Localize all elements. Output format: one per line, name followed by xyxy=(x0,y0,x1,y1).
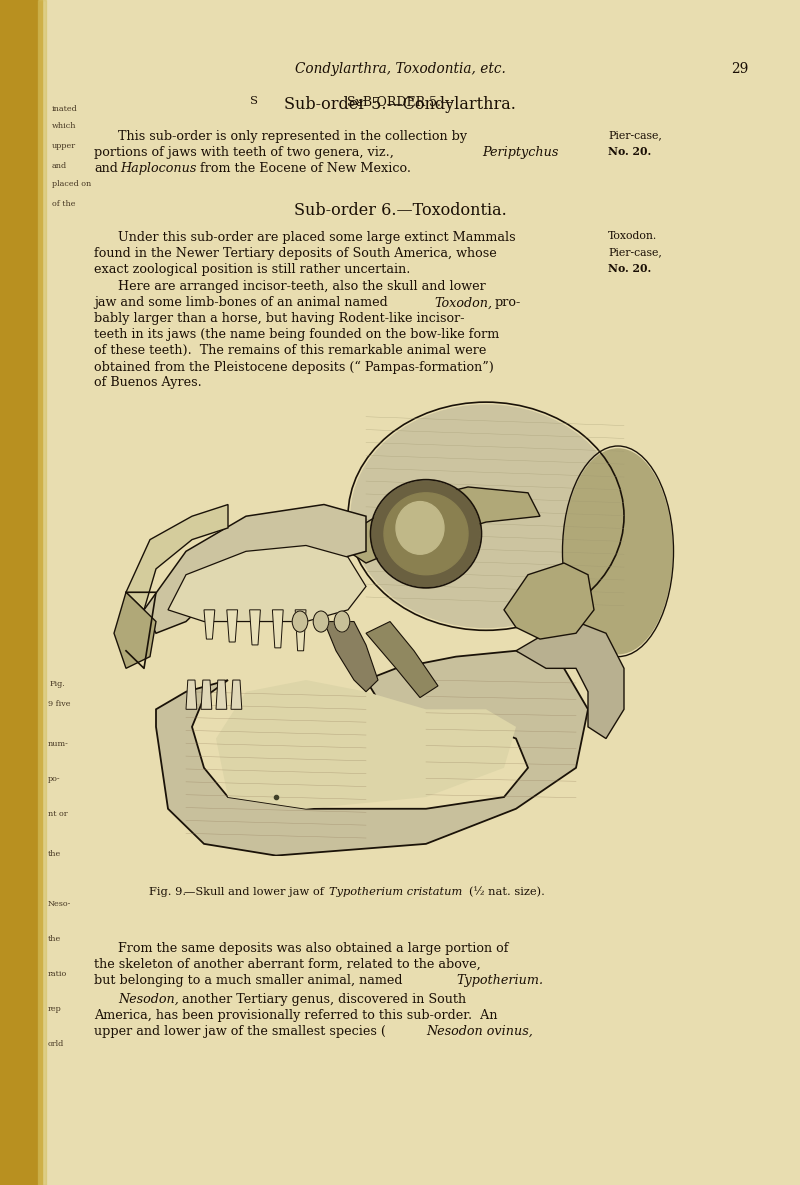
Text: inated: inated xyxy=(52,105,78,113)
Text: Condylarthra, Toxodontia, etc.: Condylarthra, Toxodontia, etc. xyxy=(294,62,506,76)
Text: Toxodon,: Toxodon, xyxy=(434,296,492,309)
Bar xyxy=(38,0,46,1185)
Text: bably larger than a horse, but having Rodent-like incisor-: bably larger than a horse, but having Ro… xyxy=(94,313,465,326)
Text: upper and lower jaw of the smallest species (: upper and lower jaw of the smallest spec… xyxy=(94,1025,386,1038)
Text: No. 20.: No. 20. xyxy=(608,146,651,156)
Polygon shape xyxy=(144,505,366,633)
Text: of the: of the xyxy=(52,200,75,209)
Text: America, has been provisionally referred to this sub-order.  An: America, has been provisionally referred… xyxy=(94,1010,498,1023)
Text: of these teeth).  The remains of this remarkable animal were: of these teeth). The remains of this rem… xyxy=(94,345,486,358)
Text: Fig. 9.: Fig. 9. xyxy=(150,888,186,897)
Text: Haploconus: Haploconus xyxy=(120,162,197,175)
Polygon shape xyxy=(324,621,378,692)
Polygon shape xyxy=(126,505,228,610)
Text: upper: upper xyxy=(52,142,76,150)
Ellipse shape xyxy=(334,611,350,632)
Text: Periptychus: Periptychus xyxy=(482,146,558,159)
Polygon shape xyxy=(186,680,197,710)
Polygon shape xyxy=(216,680,227,710)
Ellipse shape xyxy=(314,611,329,632)
Ellipse shape xyxy=(351,405,621,627)
Polygon shape xyxy=(156,651,588,856)
Text: Sub-order 6.—Toxodontia.: Sub-order 6.—Toxodontia. xyxy=(294,201,506,219)
Text: —Skull and lower jaw of: —Skull and lower jaw of xyxy=(184,888,325,897)
Ellipse shape xyxy=(384,493,468,575)
Polygon shape xyxy=(295,610,306,651)
Bar xyxy=(0,0,38,1185)
Text: the: the xyxy=(48,935,62,943)
Text: the: the xyxy=(48,850,62,858)
Polygon shape xyxy=(272,610,283,648)
Text: Nesodon,: Nesodon, xyxy=(118,993,179,1006)
Text: orld: orld xyxy=(48,1040,64,1048)
Polygon shape xyxy=(504,563,594,639)
Polygon shape xyxy=(201,680,212,710)
Text: po-: po- xyxy=(48,775,61,783)
Text: Here are arranged incisor-teeth, also the skull and lower: Here are arranged incisor-teeth, also th… xyxy=(118,281,486,294)
Polygon shape xyxy=(366,621,438,698)
Text: Pier-case,: Pier-case, xyxy=(608,246,662,257)
Text: exact zoological position is still rather uncertain.: exact zoological position is still rathe… xyxy=(94,263,410,276)
Text: nt or: nt or xyxy=(48,811,68,818)
Text: Typotherium cristatum: Typotherium cristatum xyxy=(330,888,462,897)
Text: placed on: placed on xyxy=(52,180,91,188)
Ellipse shape xyxy=(372,481,480,587)
Text: rep: rep xyxy=(48,1005,62,1013)
Text: This sub-order is only represented in the collection by: This sub-order is only represented in th… xyxy=(118,130,467,143)
Text: jaw and some limb-bones of an animal named: jaw and some limb-bones of an animal nam… xyxy=(94,296,388,309)
Ellipse shape xyxy=(293,611,307,632)
Text: Pier-case,: Pier-case, xyxy=(608,130,662,140)
Polygon shape xyxy=(348,487,540,563)
Polygon shape xyxy=(227,610,238,642)
Ellipse shape xyxy=(396,501,444,555)
Text: SᴚB-ORDER 5.—: SᴚB-ORDER 5.— xyxy=(347,96,453,109)
Text: 9 five: 9 five xyxy=(48,700,70,707)
Text: but belonging to a much smaller animal, named: but belonging to a much smaller animal, … xyxy=(94,974,403,987)
Text: (½ nat. size).: (½ nat. size). xyxy=(470,888,546,897)
Text: S: S xyxy=(250,96,258,105)
Text: obtained from the Pleistocene deposits (“ Pampas-formation”): obtained from the Pleistocene deposits (… xyxy=(94,360,494,373)
Text: portions of jaws with teeth of two genera, viz.,: portions of jaws with teeth of two gener… xyxy=(94,146,394,159)
Text: Sub-order 5.—Condylarthra.: Sub-order 5.—Condylarthra. xyxy=(284,96,516,113)
Ellipse shape xyxy=(564,449,672,654)
Text: Neso-: Neso- xyxy=(48,899,71,908)
Text: No. 20.: No. 20. xyxy=(608,263,651,274)
Text: and: and xyxy=(94,162,118,175)
Text: found in the Newer Tertiary deposits of South America, whose: found in the Newer Tertiary deposits of … xyxy=(94,246,497,260)
Text: and: and xyxy=(52,162,67,169)
Text: another Tertiary genus, discovered in South: another Tertiary genus, discovered in So… xyxy=(182,993,466,1006)
Text: Under this sub-order are placed some large extinct Mammals: Under this sub-order are placed some lar… xyxy=(118,231,516,244)
Polygon shape xyxy=(516,621,624,738)
Text: Fig.: Fig. xyxy=(50,680,66,688)
Polygon shape xyxy=(168,545,366,621)
Polygon shape xyxy=(231,680,242,710)
Text: the skeleton of another aberrant form, related to the above,: the skeleton of another aberrant form, r… xyxy=(94,957,481,971)
Text: of Buenos Ayres.: of Buenos Ayres. xyxy=(94,377,202,390)
Bar xyxy=(0,0,42,1185)
Text: Toxodon.: Toxodon. xyxy=(608,231,658,241)
Polygon shape xyxy=(204,610,214,639)
Text: pro-: pro- xyxy=(494,296,521,309)
Text: Nesodon ovinus,: Nesodon ovinus, xyxy=(426,1025,533,1038)
Text: num-: num- xyxy=(48,739,69,748)
Text: ratio: ratio xyxy=(48,971,67,978)
Polygon shape xyxy=(250,610,260,645)
Polygon shape xyxy=(216,680,516,808)
Text: from the Eocene of New Mexico.: from the Eocene of New Mexico. xyxy=(200,162,411,175)
Text: which: which xyxy=(52,122,77,130)
Text: teeth in its jaws (the name being founded on the bow-like form: teeth in its jaws (the name being founde… xyxy=(94,328,500,341)
Text: Typotherium.: Typotherium. xyxy=(456,974,543,987)
Polygon shape xyxy=(114,592,156,668)
Text: From the same deposits was also obtained a large portion of: From the same deposits was also obtained… xyxy=(118,942,509,955)
Text: 29: 29 xyxy=(730,62,748,76)
